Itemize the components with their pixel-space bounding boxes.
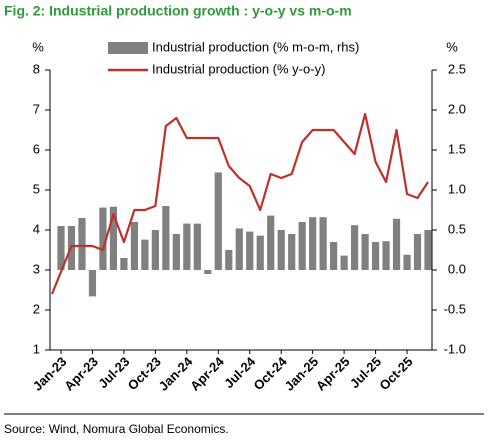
bar <box>235 228 243 270</box>
x-tick-label: Jan-25 <box>281 354 321 394</box>
bar <box>288 234 296 270</box>
chart-title: Fig. 2: Industrial production growth : y… <box>4 3 352 19</box>
bar <box>57 226 65 270</box>
x-tick-label: Apr-23 <box>61 354 101 394</box>
x-tick-label: Jan-23 <box>30 354 70 394</box>
y2-tick-label: -1.0 <box>444 341 466 356</box>
legend-swatch <box>108 42 148 54</box>
bar <box>99 207 107 270</box>
y-tick-label: 1 <box>33 341 40 356</box>
bar <box>162 206 170 270</box>
bar <box>130 222 138 270</box>
bar <box>88 270 97 297</box>
y-tick-label: 6 <box>33 141 40 156</box>
bar <box>277 230 285 270</box>
y2-tick-label: 2.5 <box>448 61 466 76</box>
bar <box>246 231 254 270</box>
bar <box>371 242 380 270</box>
y2-tick-label: 0.5 <box>448 221 466 236</box>
y2-tick-label: -0.5 <box>444 301 466 316</box>
x-tick-label: Oct-23 <box>125 354 164 393</box>
source: Source: Wind, Nomura Global Economics. <box>4 422 229 436</box>
bar <box>351 225 359 270</box>
bar <box>413 234 422 270</box>
legend-label: Industrial production (% y-o-y) <box>152 61 325 76</box>
bar <box>193 223 201 270</box>
y2-tick-label: 1.0 <box>448 181 466 196</box>
y-tick-label: 3 <box>33 261 40 276</box>
bar <box>204 270 212 274</box>
line <box>50 112 429 295</box>
y-tick-label: 4 <box>33 221 40 236</box>
bar <box>78 218 86 270</box>
bar <box>319 217 327 270</box>
bar <box>141 239 149 270</box>
bar <box>340 255 348 270</box>
bar <box>109 206 118 270</box>
bar <box>183 223 191 270</box>
y2-axis-label: % <box>446 39 458 54</box>
y2-tick-label: 2.0 <box>448 101 466 116</box>
y-tick-label: 5 <box>33 181 40 196</box>
x-tick-label: Jan-24 <box>156 353 196 393</box>
bar <box>225 250 233 270</box>
bar <box>172 234 180 270</box>
bar <box>392 218 401 270</box>
y2-tick-label: 0.0 <box>448 261 466 276</box>
x-tick-label: Apr-24 <box>187 353 227 393</box>
bar <box>151 230 159 270</box>
bar <box>298 222 306 270</box>
bar <box>256 235 264 270</box>
bar <box>330 242 338 270</box>
bar <box>309 217 317 270</box>
legend-label: Industrial production (% m-o-m, rhs) <box>152 39 359 54</box>
y2-tick-label: 1.5 <box>448 141 466 156</box>
y-tick-label: 8 <box>33 61 40 76</box>
bar <box>267 215 275 270</box>
x-tick-label: Apr-25 <box>313 354 353 394</box>
bar <box>361 234 369 270</box>
bar <box>424 230 432 270</box>
x-tick-label: Oct-25 <box>376 354 415 393</box>
bar <box>214 172 222 270</box>
y-axis-label: % <box>32 39 44 54</box>
y-tick-label: 2 <box>33 301 40 316</box>
bar <box>120 258 128 270</box>
bar <box>403 254 411 270</box>
y-tick-label: 7 <box>33 101 40 116</box>
bar <box>382 241 390 270</box>
